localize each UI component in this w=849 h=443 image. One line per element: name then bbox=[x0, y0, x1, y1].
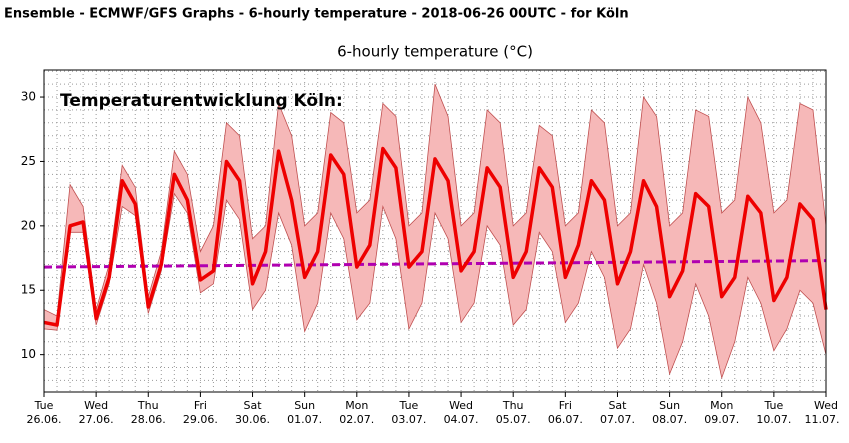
plot-border bbox=[43, 69, 827, 393]
x-tick-date: 08.07. bbox=[652, 413, 687, 426]
x-tick-date: 02.07. bbox=[339, 413, 374, 426]
y-tick-label: 15 bbox=[21, 283, 36, 297]
x-tick-label: Tue bbox=[34, 399, 54, 412]
x-tick-label: Fri bbox=[559, 399, 572, 412]
x-tick-label: Wed bbox=[84, 399, 108, 412]
x-tick-label: Tue bbox=[763, 399, 783, 412]
x-tick-label: Wed bbox=[814, 399, 838, 412]
x-tick-label: Sat bbox=[608, 399, 627, 412]
x-tick-label: Thu bbox=[137, 399, 159, 412]
x-tick-label: Tue bbox=[399, 399, 419, 412]
x-tick-label: Sun bbox=[659, 399, 680, 412]
y-tick-label: 20 bbox=[21, 218, 36, 232]
x-tick-label: Sat bbox=[244, 399, 263, 412]
x-tick-date: 09.07. bbox=[704, 413, 739, 426]
annotation: Temperaturentwicklung Köln: bbox=[60, 91, 343, 111]
x-tick-label: Fri bbox=[194, 399, 207, 412]
x-tick-label: Mon bbox=[710, 399, 733, 412]
x-tick-date: 30.06. bbox=[235, 413, 270, 426]
chart-title: 6-hourly temperature (°C) bbox=[337, 43, 533, 61]
y-tick-label: 10 bbox=[21, 347, 36, 361]
x-tick-date: 29.06. bbox=[183, 413, 218, 426]
y-tick-label: 25 bbox=[21, 154, 36, 168]
x-tick-date: 26.06. bbox=[27, 413, 62, 426]
x-tick-date: 11.07. bbox=[805, 413, 840, 426]
x-tick-date: 04.07. bbox=[444, 413, 479, 426]
y-tick-label: 30 bbox=[21, 90, 36, 104]
climate-line bbox=[43, 259, 827, 269]
header: Ensemble - ECMWF/GFS Graphs - 6-hourly t… bbox=[4, 7, 629, 22]
x-tick-date: 10.07. bbox=[756, 413, 791, 426]
x-tick-date: 03.07. bbox=[391, 413, 426, 426]
x-tick-date: 07.07. bbox=[600, 413, 635, 426]
series-line bbox=[43, 146, 828, 327]
x-tick-date: 27.06. bbox=[79, 413, 114, 426]
x-tick-date: 06.07. bbox=[548, 413, 583, 426]
x-tick-label: Wed bbox=[449, 399, 473, 412]
x-tick-date: 28.06. bbox=[131, 413, 166, 426]
x-tick-date: 05.07. bbox=[496, 413, 531, 426]
x-tick-label: Thu bbox=[502, 399, 524, 412]
x-tick-label: Sun bbox=[294, 399, 315, 412]
x-tick-label: Mon bbox=[345, 399, 368, 412]
x-tick-date: 01.07. bbox=[287, 413, 322, 426]
